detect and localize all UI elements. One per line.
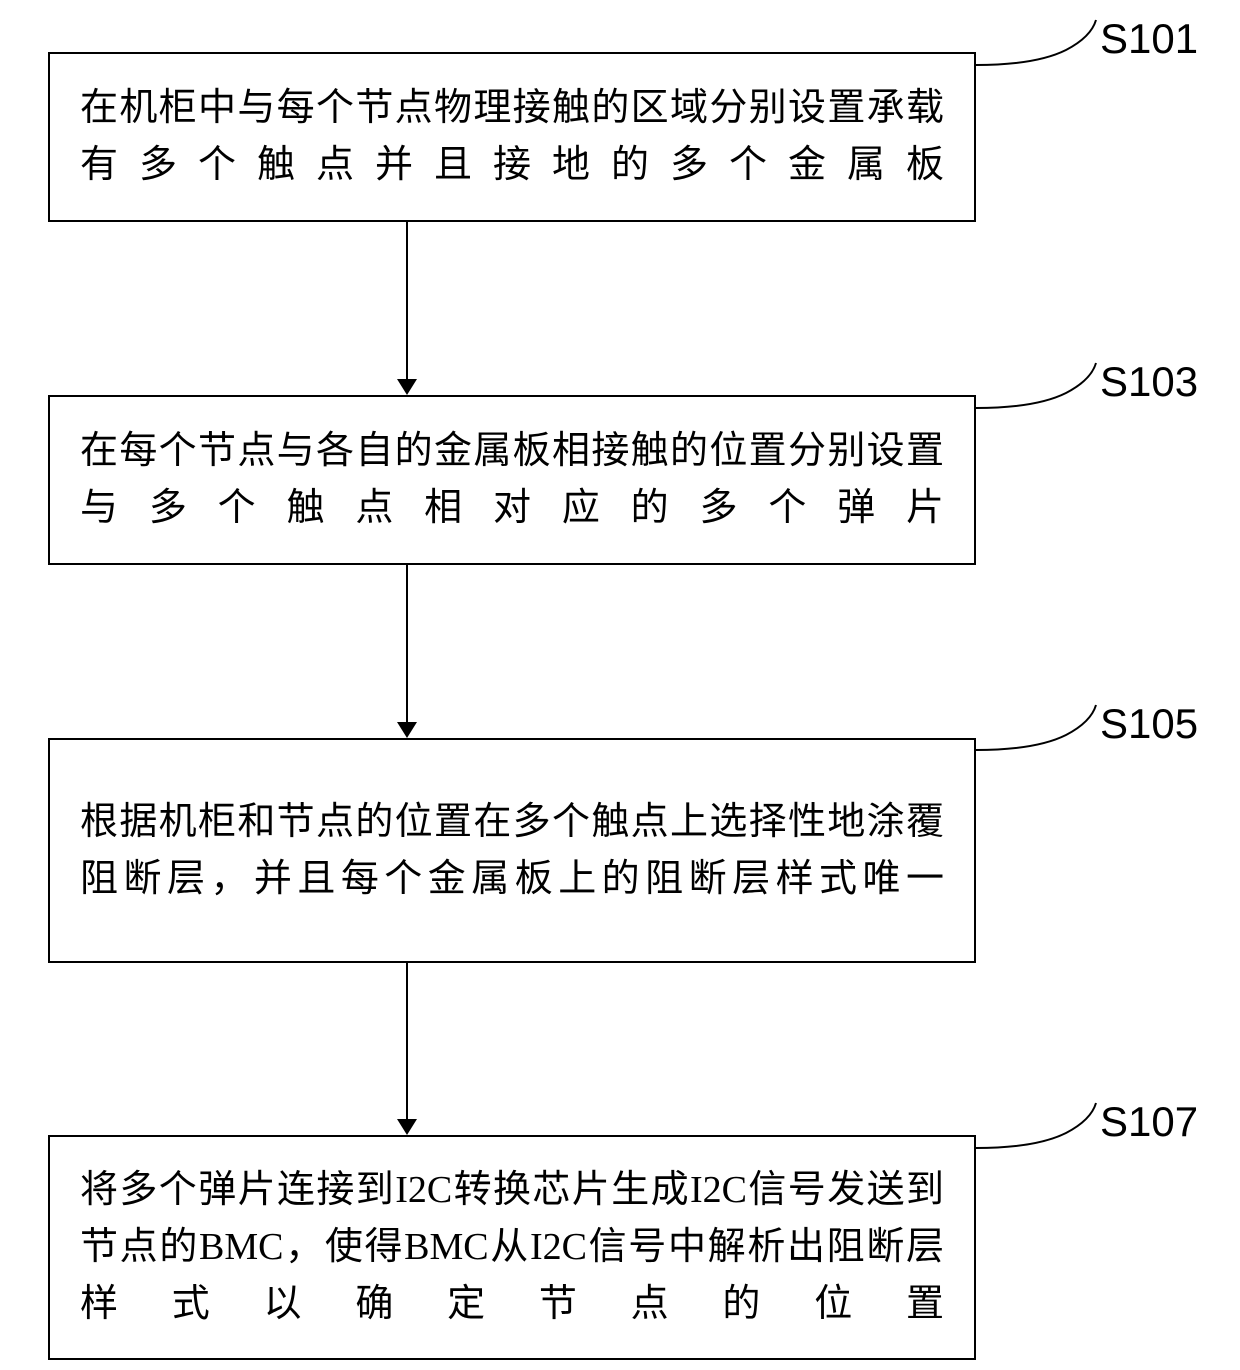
node-label-s103: S103 — [1100, 358, 1198, 406]
arrow-head-1 — [397, 379, 417, 395]
flowchart-container: 在机柜中与每个节点物理接触的区域分别设置承载有多个触点并且接地的多个金属板 S1… — [0, 0, 1240, 1370]
node-text: 在机柜中与每个节点物理接触的区域分别设置承载有多个触点并且接地的多个金属板 — [80, 80, 944, 194]
flowchart-node-s107: 将多个弹片连接到I2C转换芯片生成I2C信号发送到节点的BMC，使得BMC从I2… — [48, 1135, 976, 1360]
flowchart-node-s105: 根据机柜和节点的位置在多个触点上选择性地涂覆阻断层，并且每个金属板上的阻断层样式… — [48, 738, 976, 963]
flowchart-node-s101: 在机柜中与每个节点物理接触的区域分别设置承载有多个触点并且接地的多个金属板 — [48, 52, 976, 222]
arrow-line-3 — [406, 963, 408, 1119]
arrow-head-2 — [397, 722, 417, 738]
node-label-s105: S105 — [1100, 700, 1198, 748]
connector-curve-s101 — [976, 15, 1101, 75]
node-label-s107: S107 — [1100, 1098, 1198, 1146]
connector-curve-s103 — [976, 358, 1101, 418]
arrow-head-3 — [397, 1119, 417, 1135]
arrow-line-2 — [406, 565, 408, 722]
connector-curve-s107 — [976, 1098, 1101, 1158]
node-text: 将多个弹片连接到I2C转换芯片生成I2C信号发送到节点的BMC，使得BMC从I2… — [80, 1162, 944, 1333]
node-text: 根据机柜和节点的位置在多个触点上选择性地涂覆阻断层，并且每个金属板上的阻断层样式… — [80, 794, 944, 908]
arrow-line-1 — [406, 222, 408, 379]
connector-curve-s105 — [976, 700, 1101, 760]
flowchart-node-s103: 在每个节点与各自的金属板相接触的位置分别设置与多个触点相对应的多个弹片 — [48, 395, 976, 565]
node-label-s101: S101 — [1100, 15, 1198, 63]
node-text: 在每个节点与各自的金属板相接触的位置分别设置与多个触点相对应的多个弹片 — [80, 423, 944, 537]
